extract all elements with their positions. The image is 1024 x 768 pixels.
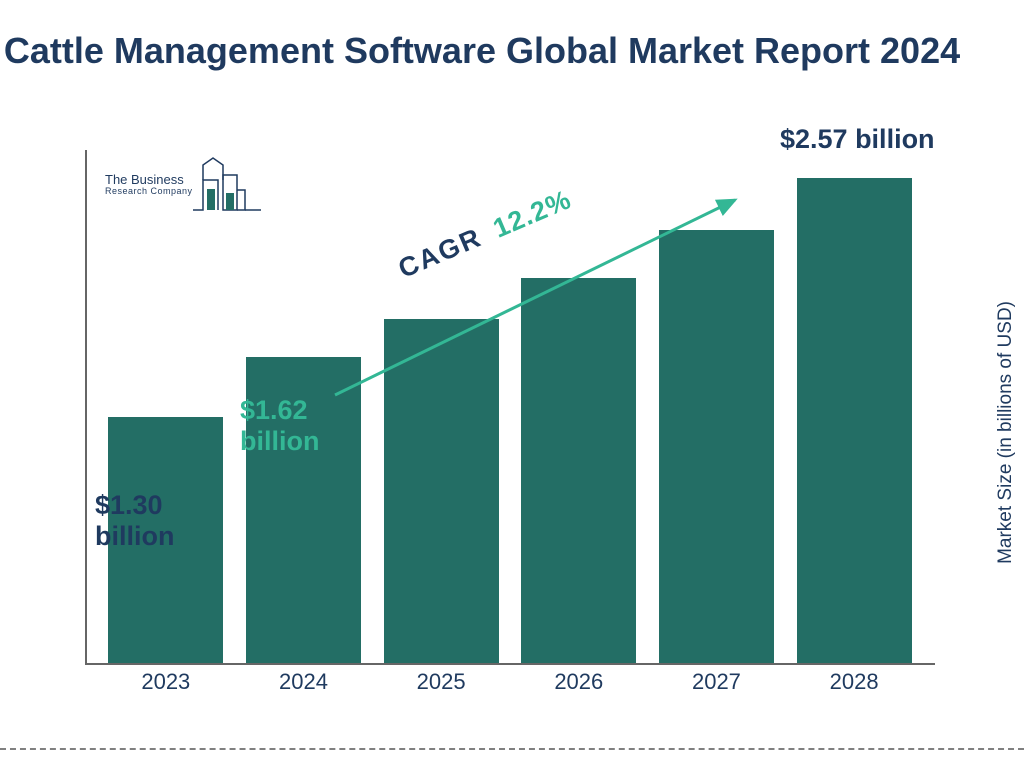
bar-2025: 2025 [384,319,499,663]
callout-2023: $1.30 billion [95,490,205,552]
y-axis-label: Market Size (in billions of USD) [995,301,1017,564]
callout-2028: $2.57 billion [780,124,980,155]
chart-title: Cattle Management Software Global Market… [0,28,964,73]
bar-category-label: 2023 [141,669,190,695]
bar-category-label: 2024 [279,669,328,695]
bar-category-label: 2025 [417,669,466,695]
bar-2026: 2026 [521,278,636,663]
callout-2024: $1.62 billion [240,395,350,457]
bar-rect [659,230,774,663]
bar-category-label: 2026 [554,669,603,695]
bar-rect [521,278,636,663]
bar-rect [797,178,912,663]
x-axis-line [85,663,935,665]
bar-category-label: 2028 [830,669,879,695]
footer-divider [0,748,1024,750]
bar-2028: 2028 [797,178,912,663]
bar-rect [384,319,499,663]
bar-2027: 2027 [659,230,774,663]
bar-category-label: 2027 [692,669,741,695]
